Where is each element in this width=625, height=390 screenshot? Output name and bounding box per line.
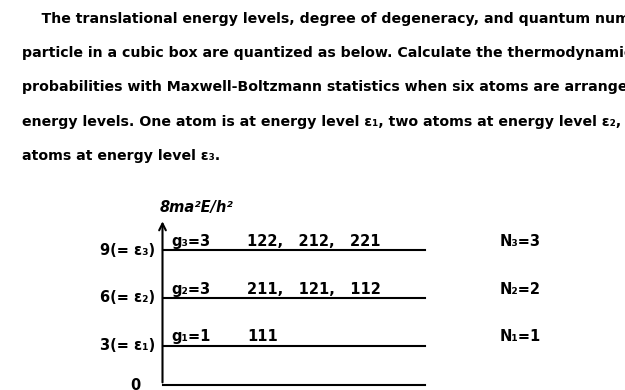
- Text: N₃=3: N₃=3: [500, 234, 541, 249]
- Text: 3(= ε₁): 3(= ε₁): [100, 338, 155, 353]
- Text: 8ma²E/h²: 8ma²E/h²: [159, 200, 233, 215]
- Text: g₃=3: g₃=3: [172, 234, 211, 249]
- Text: The translational energy levels, degree of degeneracy, and quantum numbers for a: The translational energy levels, degree …: [22, 12, 625, 26]
- Text: 6(= ε₂): 6(= ε₂): [100, 291, 155, 305]
- Text: 122,   212,   221: 122, 212, 221: [247, 234, 381, 249]
- Text: 9(= ε₃): 9(= ε₃): [100, 243, 155, 258]
- Text: probabilities with Maxwell-Boltzmann statistics when six atoms are arranged in t: probabilities with Maxwell-Boltzmann sta…: [22, 80, 625, 94]
- Text: g₁=1: g₁=1: [172, 329, 211, 344]
- Text: g₂=3: g₂=3: [172, 282, 211, 297]
- Text: 111: 111: [247, 329, 278, 344]
- Text: energy levels. One atom is at energy level ε₁, two atoms at energy level ε₂, and: energy levels. One atom is at energy lev…: [22, 115, 625, 129]
- Text: atoms at energy level ε₃.: atoms at energy level ε₃.: [22, 149, 220, 163]
- Text: 0: 0: [131, 378, 141, 390]
- Text: N₁=1: N₁=1: [500, 329, 541, 344]
- Text: 211,   121,   112: 211, 121, 112: [247, 282, 381, 297]
- Text: particle in a cubic box are quantized as below. Calculate the thermodynamic: particle in a cubic box are quantized as…: [22, 46, 625, 60]
- Text: N₂=2: N₂=2: [500, 282, 541, 297]
